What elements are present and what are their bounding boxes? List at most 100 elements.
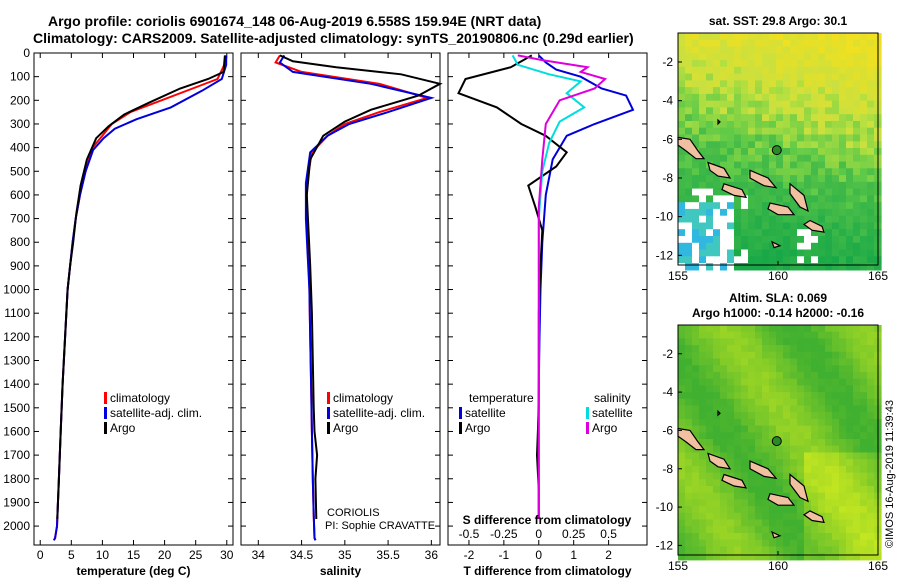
map-cell [769,331,777,339]
map-cell [783,519,791,527]
map-cell [741,351,749,360]
map-cell [811,181,819,190]
map-cell [832,351,840,360]
map-cell [825,486,833,494]
map-cell [825,46,833,54]
map-cell [727,87,735,95]
map-cell [685,107,693,115]
map-cell [825,425,833,433]
map-cell [748,208,756,217]
map-cell [727,127,735,136]
map-cell [699,208,707,217]
map-cell [720,73,728,81]
map-cell [811,546,819,554]
map-cell [790,331,798,339]
map-cell [762,351,770,360]
map-cell [734,465,742,474]
map-cell [867,60,875,68]
map-cell [776,412,784,420]
map-cell [762,66,770,75]
legend-label: climatology [110,391,170,405]
map-cell [755,154,763,163]
map-cell [727,439,735,447]
map-cell [692,39,700,48]
map-cell [699,418,707,427]
map-cell [797,512,805,521]
map-cell [748,345,756,353]
map-cell [846,472,854,480]
series-line-t-argo [457,54,569,519]
map-cell [818,445,826,453]
map-cell [790,66,798,75]
map-cell [783,66,791,75]
map-cell [678,222,686,230]
map-cell [720,392,728,400]
map-cell [776,66,784,75]
map-cell [776,512,784,521]
x-tick-label: 20 [158,548,172,562]
map-cell [804,445,812,453]
map-cell [853,553,861,561]
map-cell [769,249,777,257]
map-cell [783,358,791,366]
map-cell [825,459,833,467]
map-cell [713,208,721,217]
map-cell [776,195,784,203]
map-cell [832,263,840,271]
map-cell [720,107,728,115]
map-cell [706,425,714,433]
map-cell [790,39,798,48]
map-cell [811,499,819,507]
map-cell [846,325,854,333]
map-cell [692,161,700,169]
map-cell [818,256,826,264]
map-cell [762,425,770,433]
map-cell [685,392,693,400]
map-cell [727,80,735,88]
map-cell [860,33,868,41]
map-cell [720,506,728,514]
map-cell [706,486,714,494]
map-cell [741,492,749,500]
map-cell [720,479,728,487]
map-cell [874,263,882,271]
map-cell [860,546,868,554]
map-cell [839,412,847,420]
map-cell [727,418,735,427]
map-cell [783,365,791,373]
map-cell [804,141,812,149]
map-cell [748,479,756,487]
map-cell [755,418,763,427]
map-cell [727,338,735,346]
map-cell [748,425,756,433]
map-cell [762,256,770,264]
map-cell [811,506,819,514]
map-cell [804,188,812,196]
map-cell [769,80,777,88]
map-cell [797,114,805,122]
map-cell [776,452,784,460]
map-cell [776,175,784,183]
map-cell [853,351,861,360]
x-tick-label: 155 [668,269,688,283]
map-cell [860,405,868,413]
map-cell [783,80,791,88]
map-cell [853,325,861,333]
map-cell [797,60,805,68]
map-cell [860,134,868,142]
map-cell [797,215,805,224]
map-cell [853,385,861,393]
map-cell [804,100,812,109]
map-cell [846,154,854,163]
map-cell [804,256,812,264]
y-tick-label: 0 [23,46,30,60]
map-cell [741,107,749,115]
map-cell [755,161,763,169]
map-cell [692,236,700,244]
map-cell [741,249,749,257]
map-cell [727,215,735,224]
map-cell [748,249,756,257]
map-cell [776,256,784,264]
map-cell [727,533,735,541]
map-cell [804,249,812,257]
